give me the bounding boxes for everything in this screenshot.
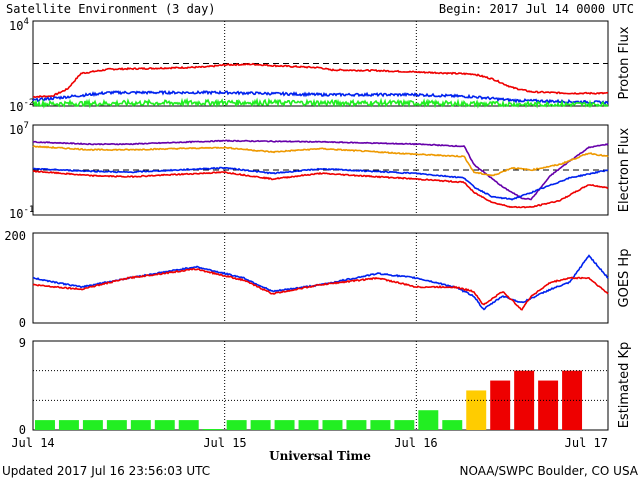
- electron-flux-label: Electron Flux: [617, 127, 632, 212]
- proton-blue-series: [32, 89, 609, 105]
- kp-bar: [466, 390, 487, 430]
- kp-bar: [250, 420, 271, 430]
- electron-ytick-top: 107: [9, 121, 29, 137]
- kp-bar: [394, 420, 415, 430]
- electron-orange-series: [32, 145, 609, 177]
- chart-title: Satellite Environment (3 day): [6, 2, 216, 16]
- kp-bar: [490, 380, 511, 430]
- kp-bar: [130, 420, 151, 430]
- kp-bar: [562, 370, 583, 430]
- kp-bar: [298, 420, 319, 430]
- electron-blue-series: [32, 166, 609, 201]
- kp-bar: [370, 420, 391, 430]
- estimated-kp-label: Estimated Kp: [617, 342, 632, 429]
- kp-bar: [202, 429, 223, 430]
- electron-ytick-bottom: 10-1: [9, 205, 34, 221]
- goes-hp-label: GOES Hp: [617, 249, 632, 308]
- updated-timestamp: Updated 2017 Jul 16 23:56:03 UTC: [2, 464, 210, 478]
- electron-red-series: [32, 169, 609, 209]
- electron-purple-series: [32, 139, 609, 201]
- kp-bar: [58, 420, 79, 430]
- proton-ytick-bottom: 10-2: [9, 98, 34, 114]
- kp-bar: [538, 380, 559, 430]
- x-axis-label: Universal Time: [269, 449, 371, 463]
- electron-panel-frame: [32, 124, 609, 216]
- proton-red-series: [32, 62, 609, 99]
- xtick-jul16: Jul 16: [394, 436, 437, 450]
- goes_hp-red-series: [32, 267, 609, 311]
- kp-panel-frame: [32, 340, 609, 431]
- kp-bar: [35, 420, 55, 430]
- proton-green-series: [32, 97, 608, 109]
- kp-bar: [106, 420, 127, 430]
- proton-flux-label: Proton Flux: [617, 26, 632, 99]
- hp-ytick-top: 200: [4, 229, 26, 243]
- begin-date: Begin: 2017 Jul 14 0000 UTC: [439, 2, 634, 16]
- kp-bar: [346, 420, 367, 430]
- kp-ytick-top: 9: [19, 336, 26, 350]
- kp-bar: [226, 420, 247, 430]
- kp-bar: [514, 370, 535, 430]
- xtick-jul15: Jul 15: [203, 436, 246, 450]
- goes_hp-blue-series: [32, 254, 609, 311]
- kp-bar: [154, 420, 175, 430]
- kp-ytick-bottom: 0: [19, 423, 26, 437]
- kp-bar: [442, 420, 463, 430]
- hp-ytick-bottom: 0: [19, 316, 26, 330]
- kp-bar: [274, 420, 295, 430]
- kp-bar: [82, 420, 103, 430]
- kp-bar: [418, 410, 439, 430]
- xtick-jul17: Jul 17: [565, 436, 608, 450]
- xtick-jul14: Jul 14: [11, 436, 54, 450]
- kp-bar: [178, 420, 199, 430]
- proton-ytick-top: 104: [9, 17, 29, 33]
- kp-bar: [322, 420, 343, 430]
- credit: NOAA/SWPC Boulder, CO USA: [460, 464, 639, 478]
